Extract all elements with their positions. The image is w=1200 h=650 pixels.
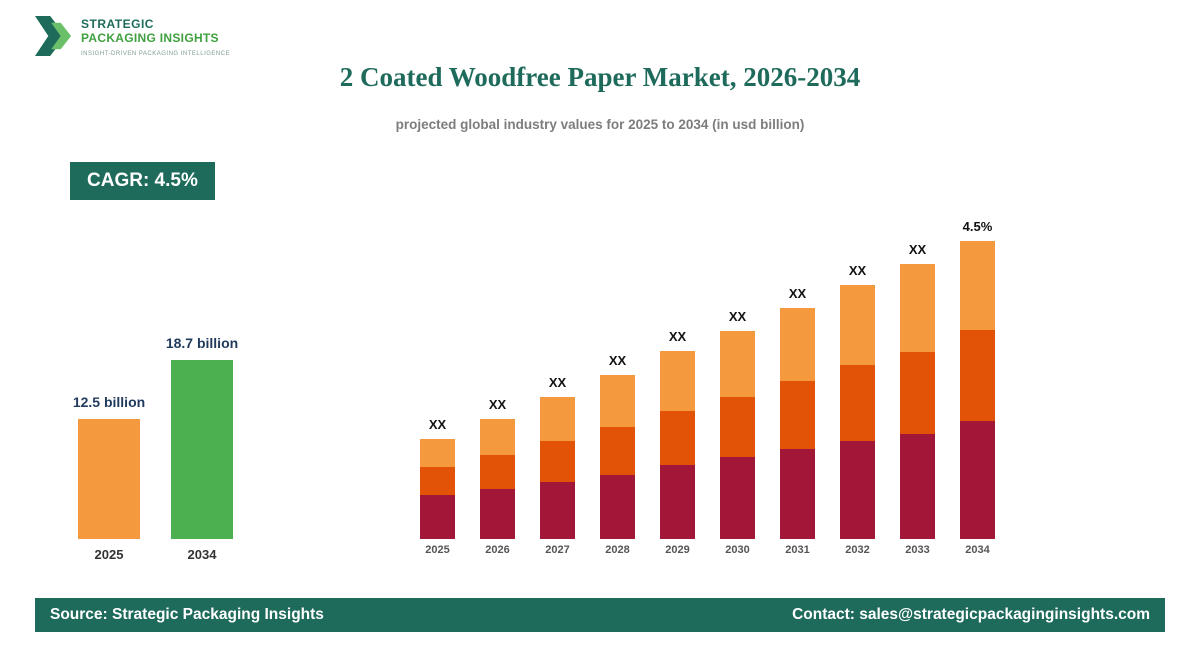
stacked-bar-2033 bbox=[900, 264, 935, 539]
bar-2034 bbox=[171, 360, 233, 539]
brand-tagline: INSIGHT-DRIVEN PACKAGING INTELLIGENCE bbox=[81, 50, 231, 57]
segment-top-2027 bbox=[540, 397, 575, 441]
segment-top-2025 bbox=[420, 439, 455, 467]
bar-top-label-2031: XX bbox=[788, 286, 807, 301]
brand-name-line2: PACKAGING INSIGHTS bbox=[81, 30, 219, 45]
cagr-badge: CAGR: 4.5% bbox=[70, 162, 215, 200]
stacked-bar-group-2031: XX 2031 bbox=[780, 286, 815, 556]
stacked-bar-group-2026: XX 2026 bbox=[480, 397, 515, 556]
stacked-bar-group-2029: XX 2029 bbox=[660, 329, 695, 556]
axis-label-2028: 2028 bbox=[605, 544, 630, 556]
stacked-bar-group-2034: 4.5% 2034 bbox=[960, 219, 995, 556]
bar-top-label-2028: XX bbox=[608, 353, 627, 368]
segment-middle-2032 bbox=[840, 365, 875, 441]
stacked-bar-group-2032: XX 2032 bbox=[840, 263, 875, 556]
mini-bar-group-2034: 18.7 billion 2034 bbox=[166, 335, 238, 562]
comparison-bar-chart: 12.5 billion 2025 18.7 billion 2034 bbox=[73, 335, 238, 562]
stacked-bar-group-2025: XX 2025 bbox=[420, 417, 455, 556]
footer-source: Source: Strategic Packaging Insights bbox=[50, 606, 324, 623]
segment-bottom-2034 bbox=[960, 421, 995, 539]
brand-name-line1: STRATEGIC bbox=[81, 17, 154, 31]
segment-top-2034 bbox=[960, 241, 995, 330]
segment-bottom-2033 bbox=[900, 434, 935, 539]
bar-top-label-2029: XX bbox=[668, 329, 687, 344]
segment-bottom-2026 bbox=[480, 489, 515, 539]
value-label-2034: 18.7 billion bbox=[165, 335, 239, 351]
segment-bottom-2028 bbox=[600, 475, 635, 539]
axis-label-2033: 2033 bbox=[905, 544, 930, 556]
segment-top-2028 bbox=[600, 375, 635, 427]
bar-2025 bbox=[78, 419, 140, 539]
stacked-bar-2027 bbox=[540, 397, 575, 539]
axis-label-2034: 2034 bbox=[965, 544, 990, 556]
segment-top-2031 bbox=[780, 308, 815, 381]
brand-logo: STRATEGIC PACKAGING INSIGHTS INSIGHT-DRI… bbox=[35, 12, 230, 60]
stacked-bar-2025 bbox=[420, 439, 455, 539]
bar-top-label-2034: 4.5% bbox=[962, 219, 993, 234]
segment-top-2032 bbox=[840, 285, 875, 365]
page-subtitle: projected global industry values for 202… bbox=[395, 117, 805, 132]
stacked-bar-2032 bbox=[840, 285, 875, 539]
footer-bar: Source: Strategic Packaging Insights Con… bbox=[35, 598, 1165, 632]
stacked-bar-chart: XX 2025 XX 2026 XX 2027 XX 2028 XX 2029 XX 2030 XX 20… bbox=[420, 219, 995, 556]
footer-contact: Contact: sales@strategicpackaginginsight… bbox=[792, 606, 1150, 623]
segment-top-2026 bbox=[480, 419, 515, 455]
brand-chevron-icon bbox=[35, 16, 72, 56]
segment-bottom-2029 bbox=[660, 465, 695, 539]
page-title: 2 Coated Woodfree Paper Market, 2026-203… bbox=[339, 62, 861, 93]
segment-top-2029 bbox=[660, 351, 695, 411]
segment-middle-2027 bbox=[540, 441, 575, 482]
segment-top-2030 bbox=[720, 331, 755, 397]
axis-label-2034: 2034 bbox=[187, 547, 217, 562]
brand-text: STRATEGIC PACKAGING INSIGHTS INSIGHT-DRI… bbox=[81, 12, 230, 57]
stacked-bar-group-2033: XX 2033 bbox=[900, 242, 935, 556]
axis-label-2026: 2026 bbox=[485, 544, 510, 556]
stacked-bar-2029 bbox=[660, 351, 695, 539]
bar-top-label-2025: XX bbox=[428, 417, 447, 432]
segment-bottom-2031 bbox=[780, 449, 815, 539]
axis-label-2027: 2027 bbox=[545, 544, 570, 556]
segment-bottom-2027 bbox=[540, 482, 575, 539]
bar-top-label-2030: XX bbox=[728, 309, 747, 324]
segment-middle-2030 bbox=[720, 397, 755, 457]
segment-middle-2025 bbox=[420, 467, 455, 495]
segment-middle-2031 bbox=[780, 381, 815, 449]
stacked-bar-group-2028: XX 2028 bbox=[600, 353, 635, 556]
segment-middle-2028 bbox=[600, 427, 635, 475]
stacked-bar-2030 bbox=[720, 331, 755, 539]
bar-top-label-2033: XX bbox=[908, 242, 927, 257]
bar-top-label-2032: XX bbox=[848, 263, 867, 278]
segment-top-2033 bbox=[900, 264, 935, 352]
value-label-2025: 12.5 billion bbox=[72, 394, 146, 410]
segment-bottom-2032 bbox=[840, 441, 875, 539]
segment-bottom-2025 bbox=[420, 495, 455, 539]
axis-label-2031: 2031 bbox=[785, 544, 810, 556]
segment-bottom-2030 bbox=[720, 457, 755, 539]
bar-top-label-2026: XX bbox=[488, 397, 507, 412]
segment-middle-2026 bbox=[480, 455, 515, 489]
stacked-bar-2031 bbox=[780, 308, 815, 539]
stacked-bar-group-2030: XX 2030 bbox=[720, 309, 755, 556]
segment-middle-2029 bbox=[660, 411, 695, 465]
stacked-bar-2034 bbox=[960, 241, 995, 539]
axis-label-2025: 2025 bbox=[425, 544, 450, 556]
stacked-bar-group-2027: XX 2027 bbox=[540, 375, 575, 556]
segment-middle-2033 bbox=[900, 352, 935, 434]
stacked-bar-2026 bbox=[480, 419, 515, 539]
axis-label-2025: 2025 bbox=[94, 547, 124, 562]
axis-label-2032: 2032 bbox=[845, 544, 870, 556]
axis-label-2029: 2029 bbox=[665, 544, 690, 556]
stacked-bar-2028 bbox=[600, 375, 635, 539]
bar-top-label-2027: XX bbox=[548, 375, 567, 390]
axis-label-2030: 2030 bbox=[725, 544, 750, 556]
segment-middle-2034 bbox=[960, 330, 995, 421]
mini-bar-group-2025: 12.5 billion 2025 bbox=[73, 394, 145, 562]
